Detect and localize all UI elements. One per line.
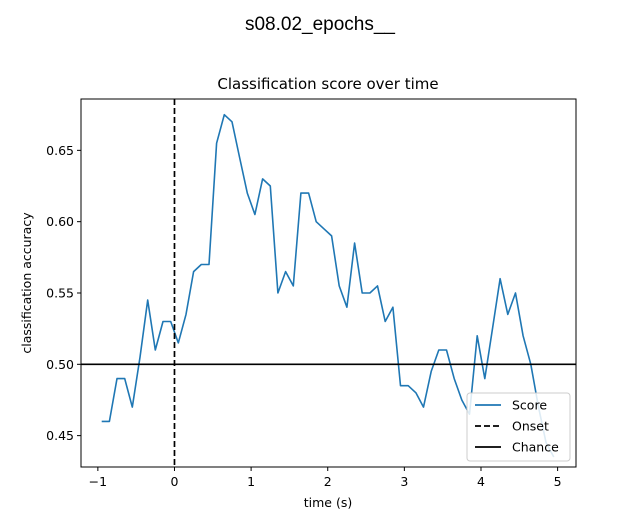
y-tick-label: 0.50 bbox=[46, 357, 74, 372]
legend-label-onset: Onset bbox=[512, 419, 549, 434]
x-tick-label: −1 bbox=[89, 474, 107, 489]
y-tick-label: 0.55 bbox=[46, 285, 74, 300]
x-tick-label: 4 bbox=[477, 474, 485, 489]
figure-suptitle: s08.02_epochs__ bbox=[245, 14, 395, 35]
axes-frame bbox=[80, 98, 577, 468]
y-tick-label: 0.45 bbox=[46, 428, 74, 443]
axes: −1 0 1 2 3 4 5 0.45 0.50 0.55 0.60 0.65 bbox=[46, 98, 577, 489]
x-tick-label: 2 bbox=[324, 474, 332, 489]
x-tick-label: 5 bbox=[554, 474, 562, 489]
y-axis-label: classification accuracy bbox=[19, 212, 34, 354]
chart-title: Classification score over time bbox=[217, 75, 438, 93]
legend: Score Onset Chance bbox=[466, 392, 571, 462]
legend-label-score: Score bbox=[512, 398, 547, 413]
x-axis-label: time (s) bbox=[304, 495, 352, 510]
legend-box bbox=[466, 392, 571, 462]
plot-area bbox=[81, 99, 576, 467]
x-tick-label: 0 bbox=[171, 474, 179, 489]
x-tick-label: 1 bbox=[247, 474, 255, 489]
series-line-score bbox=[101, 113, 555, 458]
y-tick-label: 0.60 bbox=[46, 214, 74, 229]
x-tick-label: 3 bbox=[400, 474, 408, 489]
y-tick-label: 0.65 bbox=[46, 143, 74, 158]
legend-label-chance: Chance bbox=[512, 440, 559, 455]
